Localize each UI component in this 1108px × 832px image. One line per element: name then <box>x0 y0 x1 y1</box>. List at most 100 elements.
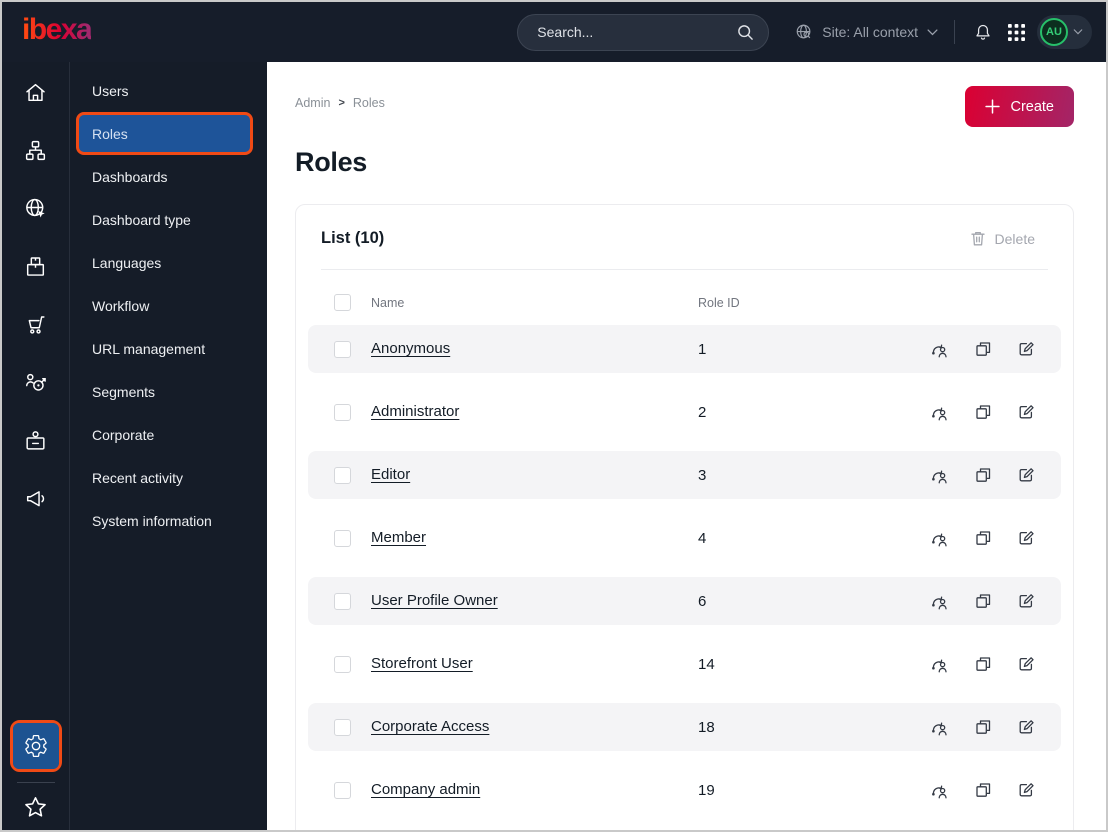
role-name-link[interactable]: User Profile Owner <box>371 592 498 609</box>
menu-item[interactable]: System information <box>76 499 253 542</box>
row-checkbox[interactable] <box>334 718 351 736</box>
row-checkbox[interactable] <box>334 340 351 358</box>
globe-cursor-icon[interactable] <box>23 196 48 221</box>
menu-item-label: System information <box>92 512 212 529</box>
delete-button[interactable]: Delete <box>970 230 1035 247</box>
role-id-value: 3 <box>698 466 707 484</box>
row-checkbox[interactable] <box>334 529 351 547</box>
role-name-link[interactable]: Anonymous <box>371 340 451 357</box>
menu-item[interactable]: URL management <box>76 327 253 370</box>
role-name-link[interactable]: Member <box>371 529 427 546</box>
assign-user-icon[interactable] <box>930 655 949 674</box>
copy-icon[interactable] <box>974 340 992 358</box>
menu-item-label: Recent activity <box>92 469 184 486</box>
edit-icon[interactable] <box>1017 718 1035 736</box>
admin-gear-button[interactable] <box>12 723 59 769</box>
table-row: Storefront User 14 <box>308 640 1061 688</box>
main-icon-sidebar <box>2 62 70 830</box>
edit-icon[interactable] <box>1017 655 1035 673</box>
row-checkbox[interactable] <box>334 781 351 799</box>
sitemap-icon[interactable] <box>23 138 48 163</box>
assign-user-icon[interactable] <box>930 340 949 359</box>
copy-icon[interactable] <box>974 592 992 610</box>
topbar-right: Site: All context AU <box>795 15 1092 49</box>
search-icon[interactable] <box>737 24 754 41</box>
menu-item-label: Dashboards <box>92 168 168 185</box>
table-row: Member 4 <box>308 514 1061 562</box>
menu-item-label: Languages <box>92 254 162 271</box>
global-search[interactable] <box>517 13 770 51</box>
breadcrumb-roles[interactable]: Roles <box>352 96 385 110</box>
home-icon[interactable] <box>23 80 48 105</box>
role-name-link[interactable]: Corporate Access <box>371 718 490 735</box>
admin-menu: Users Roles Dashboards Dashboard type La… <box>70 62 267 830</box>
menu-item[interactable]: Dashboards <box>76 155 253 198</box>
breadcrumb-admin[interactable]: Admin <box>295 96 331 110</box>
ibexa-logo[interactable]: ibexa <box>22 15 93 49</box>
bell-icon[interactable] <box>973 22 993 43</box>
role-id-value: 18 <box>698 718 715 736</box>
menu-item[interactable]: Roles <box>76 112 253 155</box>
assign-user-icon[interactable] <box>930 529 949 548</box>
iconbar-divider <box>16 782 55 783</box>
cart-icon[interactable] <box>23 312 48 337</box>
app-grid-icon[interactable] <box>1008 23 1025 41</box>
packages-icon[interactable] <box>23 254 48 279</box>
row-checkbox[interactable] <box>334 466 351 484</box>
site-context-label: Site: All context <box>822 24 918 40</box>
menu-item[interactable]: Dashboard type <box>76 198 253 241</box>
site-context-selector[interactable]: Site: All context <box>795 23 938 41</box>
table-header: Name Role ID <box>296 270 1073 315</box>
personalization-target-icon[interactable] <box>23 370 48 395</box>
menu-item[interactable]: Recent activity <box>76 456 253 499</box>
row-checkbox[interactable] <box>334 655 351 673</box>
edit-icon[interactable] <box>1017 781 1035 799</box>
row-actions <box>930 718 1035 737</box>
assign-user-icon[interactable] <box>930 781 949 800</box>
role-name-link[interactable]: Storefront User <box>371 655 473 672</box>
copy-icon[interactable] <box>974 781 992 799</box>
menu-item[interactable]: Workflow <box>76 284 253 327</box>
copy-icon[interactable] <box>974 466 992 484</box>
row-actions <box>930 340 1035 359</box>
megaphone-icon[interactable] <box>23 486 48 511</box>
role-name-link[interactable]: Administrator <box>371 403 460 420</box>
menu-item[interactable]: Corporate <box>76 413 253 456</box>
user-menu[interactable]: AU <box>1037 15 1092 49</box>
assign-user-icon[interactable] <box>930 466 949 485</box>
column-header-name: Name <box>371 295 405 310</box>
column-header-role-id: Role ID <box>698 295 740 310</box>
assign-user-icon[interactable] <box>930 403 949 422</box>
trash-icon <box>970 230 986 247</box>
menu-item-label: Workflow <box>92 297 150 314</box>
create-button[interactable]: Create <box>965 86 1074 127</box>
edit-icon[interactable] <box>1017 592 1035 610</box>
table-row: User Profile Owner 6 <box>308 577 1061 625</box>
copy-icon[interactable] <box>974 655 992 673</box>
assign-user-icon[interactable] <box>930 592 949 611</box>
role-name-link[interactable]: Company admin <box>371 781 481 798</box>
edit-icon[interactable] <box>1017 529 1035 547</box>
copy-icon[interactable] <box>974 403 992 421</box>
edit-icon[interactable] <box>1017 466 1035 484</box>
role-name-link[interactable]: Editor <box>371 466 411 483</box>
select-all-checkbox[interactable] <box>334 294 351 311</box>
copy-icon[interactable] <box>974 529 992 547</box>
menu-item[interactable]: Segments <box>76 370 253 413</box>
copy-icon[interactable] <box>974 718 992 736</box>
page-title: Roles <box>295 147 368 177</box>
menu-item[interactable]: Users <box>76 69 253 112</box>
row-checkbox[interactable] <box>334 592 351 610</box>
topbar: ibexa Site: All context <box>2 2 1106 62</box>
assign-user-icon[interactable] <box>930 718 949 737</box>
row-actions <box>930 529 1035 548</box>
edit-icon[interactable] <box>1017 403 1035 421</box>
menu-item-label: Roles <box>92 125 128 142</box>
star-icon[interactable] <box>22 794 49 821</box>
badge-person-icon[interactable] <box>23 428 48 453</box>
row-checkbox[interactable] <box>334 403 351 421</box>
topbar-divider <box>954 20 955 44</box>
search-input[interactable] <box>537 24 738 40</box>
menu-item[interactable]: Languages <box>76 241 253 284</box>
edit-icon[interactable] <box>1017 340 1035 358</box>
